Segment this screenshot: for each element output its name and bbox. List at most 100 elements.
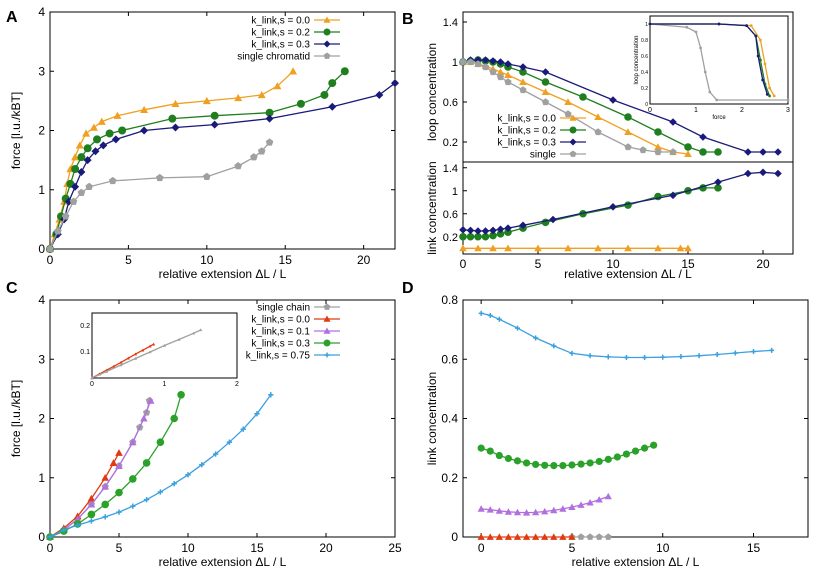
panel-d-series-point xyxy=(532,533,540,540)
panel-c-xtick-label: 5 xyxy=(116,541,123,555)
panel-b-inset-xtick-label: 1 xyxy=(694,107,698,114)
panel-d-series-point xyxy=(605,354,611,360)
panel-a-ytick-label: 2 xyxy=(38,124,45,138)
panel-b-inset-series-point xyxy=(749,24,753,27)
panel-label-c: C xyxy=(6,280,18,297)
panel-b-inset-ylabel: loop concentration xyxy=(634,35,640,84)
panel-a-series-point xyxy=(171,123,180,132)
panel-b-link-series-point xyxy=(676,244,685,252)
panel-c-xtick-label: 25 xyxy=(388,541,402,555)
panel-b-legend-swatch-marker xyxy=(569,114,577,121)
panel-c-inset-series-point xyxy=(112,364,116,368)
panel-a-series-point xyxy=(77,167,86,176)
panel-a-series-point xyxy=(391,79,399,88)
panel-d-series-point xyxy=(595,533,603,540)
panel-d-series-line xyxy=(481,312,772,359)
panel-c-series-line xyxy=(49,452,120,538)
panel-d-series-point xyxy=(486,506,494,513)
panel-b-inset-series-point xyxy=(715,98,719,102)
panel-d-ylabel: link concentration xyxy=(425,372,439,465)
panel-a-legend-entry: k_link,s = 0.2 xyxy=(251,28,310,39)
panel-b-loop-series-point xyxy=(684,150,692,158)
panel-a-series-point xyxy=(296,99,305,108)
panel-c-series-point xyxy=(140,414,148,422)
panel-c-series-point xyxy=(185,472,191,478)
panel-d-series-point xyxy=(559,505,567,512)
panel-d-series-point xyxy=(477,444,485,452)
panel-c-inset-series-point xyxy=(148,344,152,348)
panel-c-inset-ytick-label: 0.1 xyxy=(80,349,90,356)
panel-b-loop-series-point xyxy=(504,78,512,86)
panel-c-ylabel: force [l.u./kBT] xyxy=(9,380,23,457)
panel-b-xlabel: relative extension ΔL / L xyxy=(564,267,692,281)
panel-c-inset-series-point xyxy=(119,360,123,364)
panel-c-inset-xtick-label: 0 xyxy=(90,381,94,388)
panel-c-legend-swatch-marker xyxy=(323,339,331,347)
panel-a-legend-swatch-marker xyxy=(323,28,331,36)
panel-d-series-point xyxy=(532,460,540,469)
panel-b-xtick-label: 10 xyxy=(606,257,620,271)
panel-c-series-point xyxy=(101,482,109,490)
panel-d-series-point xyxy=(696,353,702,359)
panel-b-link-series-point xyxy=(474,227,482,235)
panel-a-series-point xyxy=(111,135,120,144)
panel-a-legend-entry: single chromatid xyxy=(237,52,310,63)
panel-a-series-point xyxy=(234,162,242,170)
panel-b-inset-xlabel: force xyxy=(712,115,726,121)
panel-d-xtick-label: 10 xyxy=(656,541,670,555)
panel-c-series-point xyxy=(129,438,137,446)
panel-d-series-point xyxy=(622,450,631,458)
panel-c-inset-series-point xyxy=(191,331,196,335)
panel-b-link-series-point xyxy=(459,232,467,241)
panel-b-inset-series-point xyxy=(717,22,721,26)
panel-c-series-point xyxy=(88,518,95,524)
panel-c-legend-entry: k_link,s = 0.75 xyxy=(246,351,311,362)
panel-a-legend-entry: k_link,s = 0.0 xyxy=(251,16,310,27)
panel-a-series-point xyxy=(289,67,298,75)
panel-a-series-point xyxy=(105,129,114,138)
panel-d-series-point xyxy=(486,447,494,455)
panel-c-xlabel: relative extension ΔL / L xyxy=(159,555,287,569)
panel-b-inset-series-point xyxy=(694,30,698,34)
panel-b-legend-swatch-marker xyxy=(569,126,577,134)
panel-a-xtick-label: 0 xyxy=(47,253,54,267)
panel-c-series-point xyxy=(240,426,246,432)
panel-b-inset-series-point xyxy=(786,98,790,102)
panel-c-series-point xyxy=(87,500,96,508)
panel-d-series-point xyxy=(541,461,549,469)
panel-d-series-point xyxy=(640,444,649,452)
panel-d-series-point xyxy=(541,507,549,515)
panel-c-series-point xyxy=(226,439,233,445)
panel-b-loop-series-point xyxy=(496,68,505,76)
panel-d-series-point xyxy=(559,462,567,470)
panel-c-series-point xyxy=(74,522,81,528)
panel-d-series-point xyxy=(514,325,520,331)
panel-c-series-line xyxy=(49,400,151,538)
panel-a-series-point xyxy=(328,79,337,88)
panel-b-link-series-point xyxy=(774,169,782,178)
panel-a-series-point xyxy=(257,90,266,99)
panel-c-series-point xyxy=(73,515,82,523)
panel-d-series-point xyxy=(495,451,503,460)
panel-a-series-point xyxy=(210,120,219,129)
panel-b-inset-ytick-label: 1 xyxy=(645,22,648,28)
panel-c-legend-entry: k_link,s = 0.0 xyxy=(251,315,310,326)
panel-b-loop-series-point xyxy=(489,57,497,65)
panel-b-inset-series-point xyxy=(708,90,712,94)
panel-a-legend-swatch-marker xyxy=(323,16,331,23)
panel-c-inset-xtick-label: 2 xyxy=(235,381,239,388)
panel-a-xtick-label: 5 xyxy=(125,253,132,267)
panel-a-series-point xyxy=(375,90,384,99)
panel-b-loop-series-point xyxy=(564,110,572,118)
panel-b-inset-ytick-label: 0.4 xyxy=(641,70,648,76)
panel-b-link-series-point xyxy=(759,168,767,177)
panel-d-series-point xyxy=(496,316,502,322)
panel-b-link-series-point xyxy=(609,203,617,211)
panel-b-inset-series-point xyxy=(754,34,758,38)
panel-b-loop-series-point xyxy=(474,60,482,68)
panel-a-ytick-label: 4 xyxy=(38,5,45,19)
panel-d-series-point xyxy=(604,455,612,463)
panel-b-loop-series-point xyxy=(519,86,527,94)
panel-b-link-series-point xyxy=(519,221,527,230)
